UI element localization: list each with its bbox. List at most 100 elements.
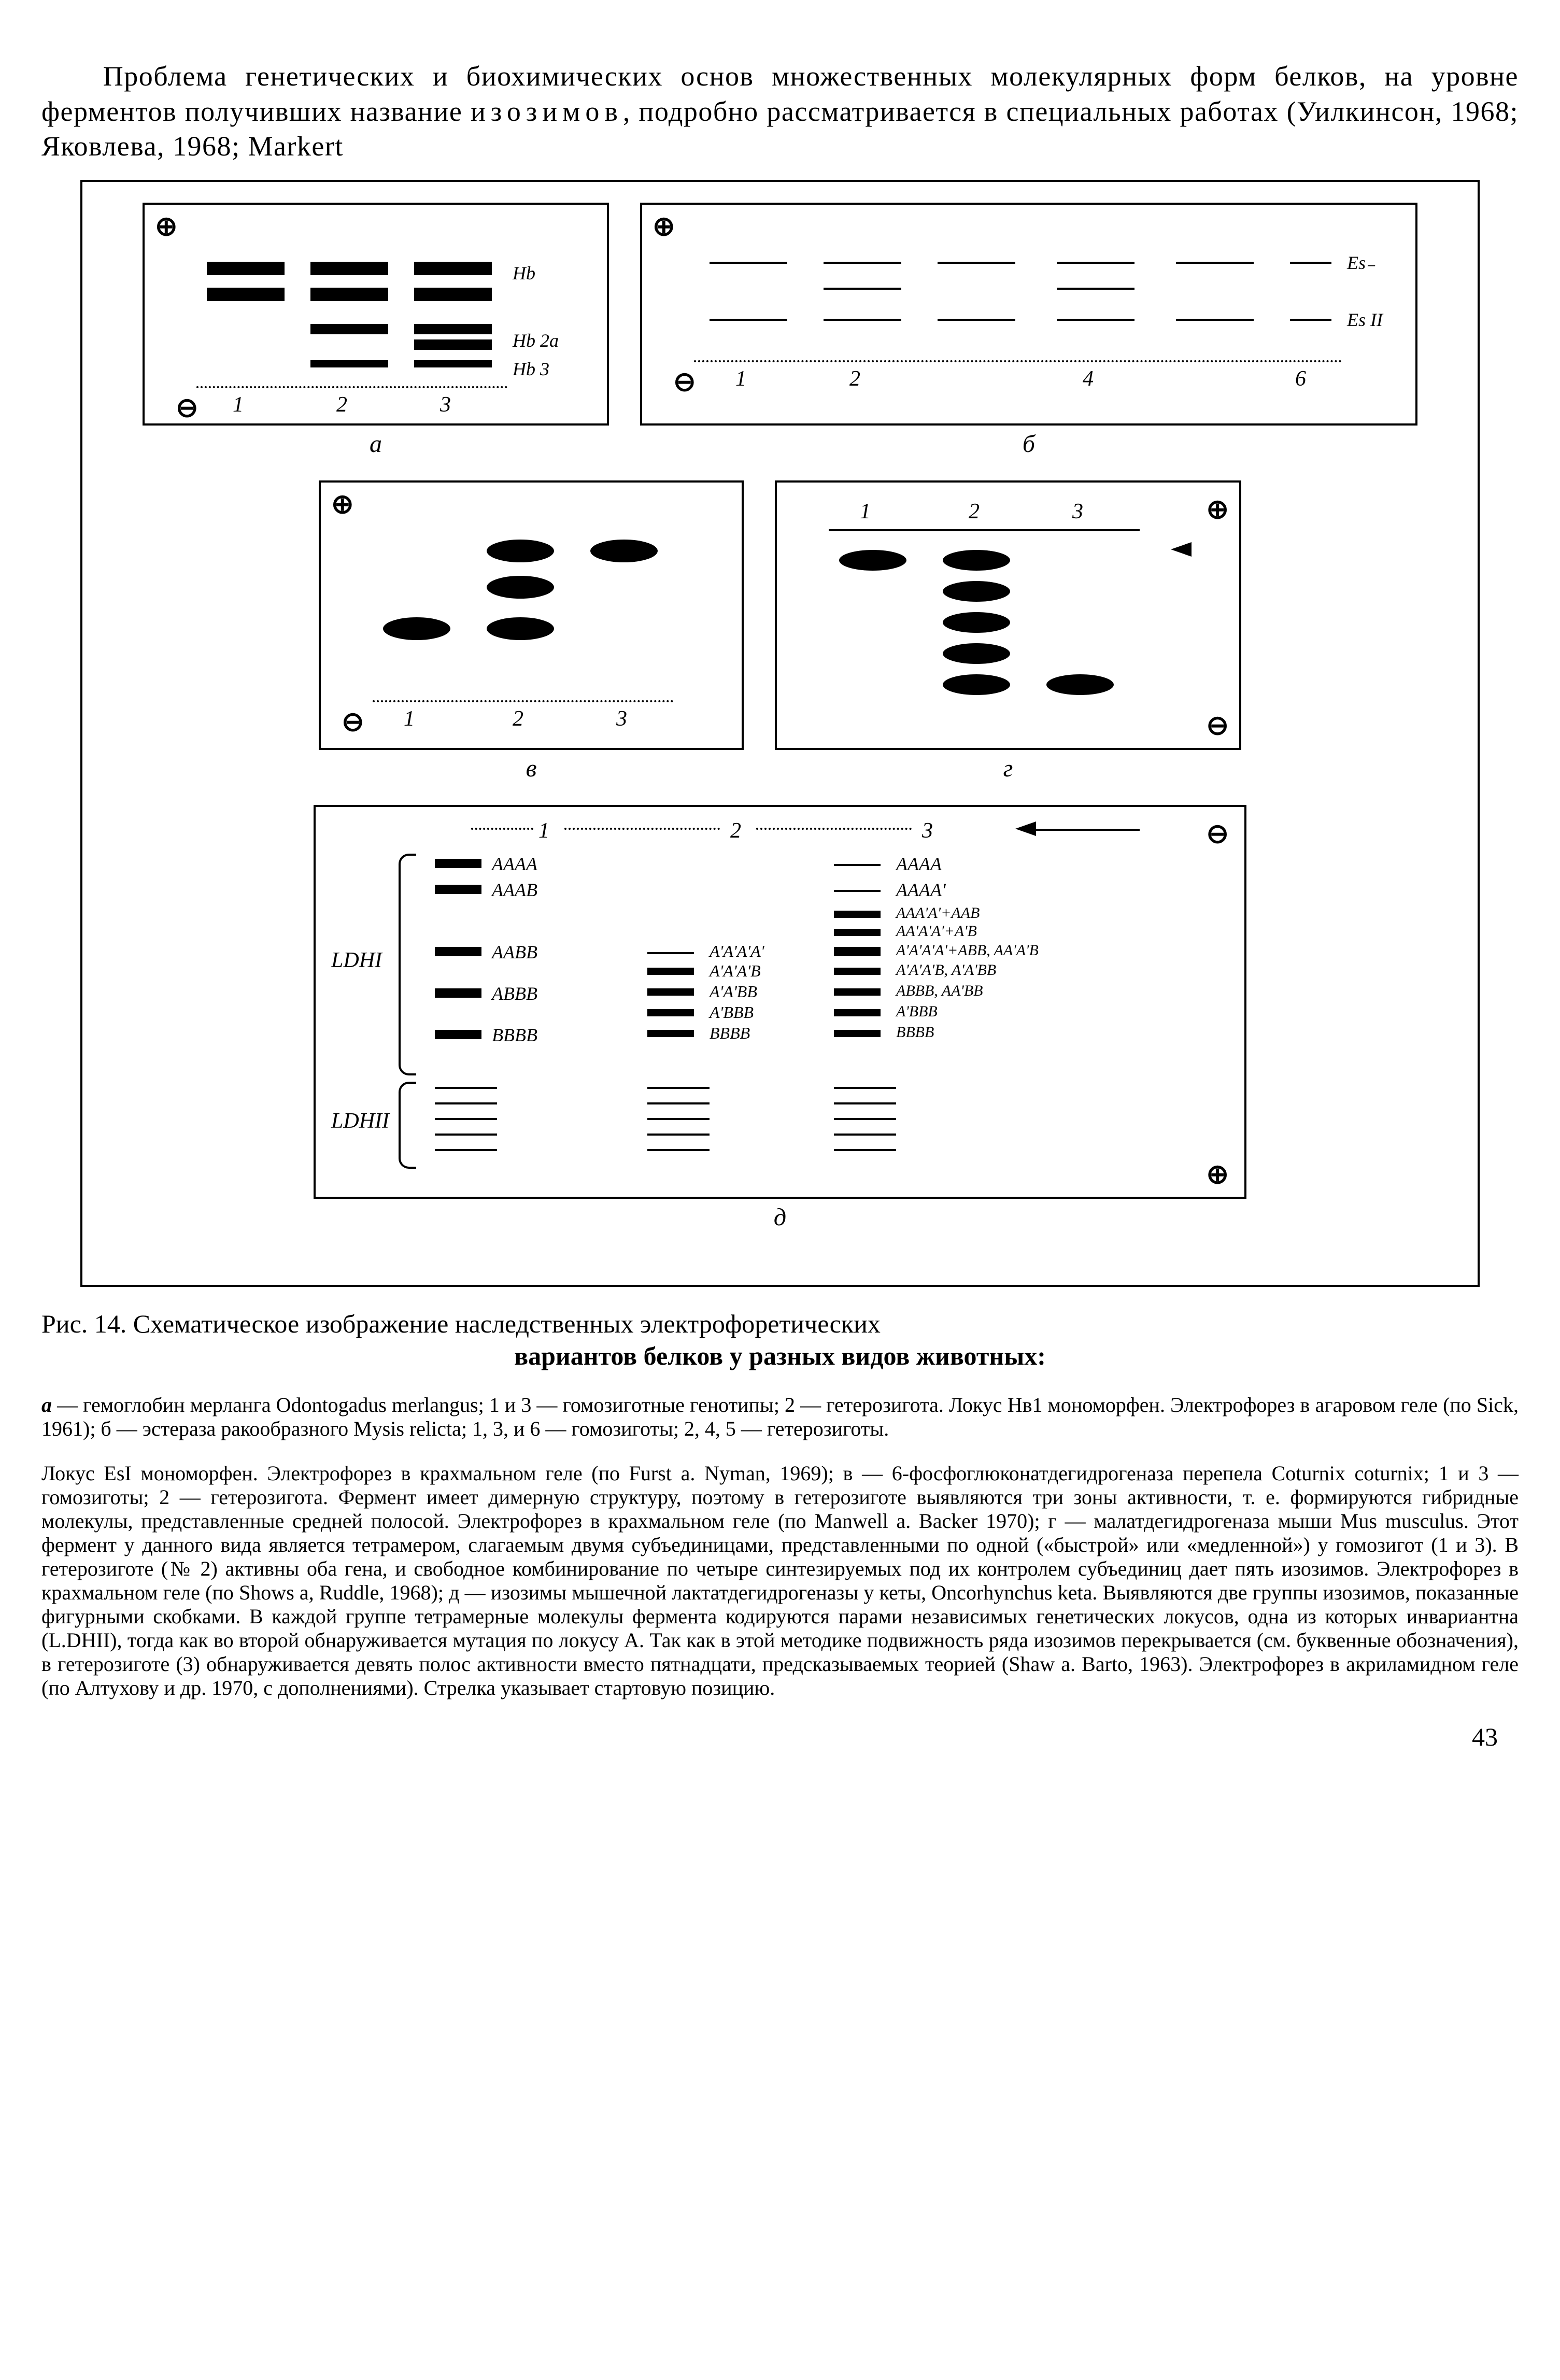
gel-line <box>647 1102 710 1104</box>
dotted-baseline <box>373 700 673 702</box>
panel-a-minus: ⊖ <box>176 391 198 425</box>
gel-oval <box>487 617 554 640</box>
lane-num: 2 <box>336 391 347 419</box>
caption-title-line2: вариантов белков у разных видов животных… <box>41 1340 1519 1372</box>
gel-band <box>834 1030 881 1037</box>
panel-d-plus: ⊕ <box>1206 1158 1229 1192</box>
gel-line <box>834 1149 896 1151</box>
panel-a: ⊕ Hb Hb 2a Hb 3 ⊖ 1 2 3 <box>143 203 609 426</box>
allele-label: A'BBB <box>896 1002 938 1022</box>
allele-label: A'A'A'A' <box>710 941 764 961</box>
gel-line <box>1176 262 1254 264</box>
gel-oval <box>487 540 554 562</box>
allele-label: A'BBB <box>710 1002 754 1023</box>
panel-a-letter: а <box>143 429 609 460</box>
allele-label: AA'A'A'+A'B <box>896 922 977 941</box>
gel-band <box>647 988 694 996</box>
panel-b-letter: б <box>640 429 1417 460</box>
intro-paragraph: Проблема генетических и биохимических ос… <box>41 59 1519 164</box>
gel-band <box>435 885 481 894</box>
panel-b-side-2: Es II <box>1347 308 1383 332</box>
allele-label: ABBB, AA'BB <box>896 981 983 1001</box>
panel-v-plus: ⊕ <box>331 488 354 521</box>
gel-line <box>435 1149 497 1151</box>
panel-a-plus: ⊕ <box>155 210 178 244</box>
lane-num: 3 <box>922 817 933 845</box>
gel-band <box>834 968 881 975</box>
panel-b-side-1: Es₋ <box>1347 251 1375 275</box>
panel-a-side-3: Hb 3 <box>513 358 549 381</box>
caption-para1: а — гемоглобин мерланга Odontogadus merl… <box>41 1393 1519 1441</box>
page-number: 43 <box>41 1721 1519 1753</box>
gel-band <box>414 262 492 275</box>
panel-a-side-1: Hb <box>513 262 535 285</box>
gel-band <box>435 947 481 956</box>
lane-num: 3 <box>616 705 627 733</box>
panel-d-letter: д <box>314 1202 1246 1233</box>
lane-num: 2 <box>513 705 523 733</box>
divider <box>829 529 1140 531</box>
gel-line <box>1057 288 1134 290</box>
gel-line <box>834 1134 896 1136</box>
lane-num: 1 <box>735 365 746 393</box>
brace-ldh1 <box>399 854 416 1075</box>
gel-line <box>1290 262 1331 264</box>
panel-b-minus: ⊖ <box>673 365 696 399</box>
gel-oval <box>383 617 450 640</box>
gel-band <box>207 288 285 301</box>
panel-g-minus: ⊖ <box>1206 709 1229 743</box>
dotted <box>756 828 912 830</box>
gel-band <box>834 929 881 936</box>
gel-line <box>1290 319 1331 321</box>
panel-d: 1 2 3 ⊖ LDHI AAAA AAAA AA <box>314 805 1246 1199</box>
gel-line <box>938 262 1015 264</box>
gel-band <box>834 1009 881 1016</box>
lane-num: 1 <box>233 391 244 419</box>
dotted <box>564 828 720 830</box>
gel-oval <box>839 550 906 571</box>
gel-band <box>310 288 388 301</box>
gel-oval <box>943 674 1010 695</box>
lane-num: 3 <box>1072 498 1083 526</box>
gel-band <box>414 288 492 301</box>
panel-g-plus: ⊕ <box>1206 493 1229 527</box>
panel-g: 1 2 3 ⊕ ⊖ <box>775 480 1241 750</box>
panel-g-letter: г <box>775 753 1241 784</box>
gel-line <box>647 1118 710 1120</box>
gel-line <box>1057 319 1134 321</box>
caption-title-line1: Рис. 14. Схематическое изображение насле… <box>41 1309 881 1338</box>
panel-b: ⊕ Es₋ Es II ⊖ 1 <box>640 203 1417 426</box>
gel-band <box>435 859 481 868</box>
allele-label: BBBB <box>492 1024 537 1047</box>
gel-oval <box>943 643 1010 664</box>
allele-label: AAAA <box>896 853 942 876</box>
gel-band <box>647 968 694 975</box>
figure-frame: ⊕ Hb Hb 2a Hb 3 ⊖ 1 2 3 <box>80 180 1480 1287</box>
gel-oval <box>943 581 1010 602</box>
caption-para2: Локус EsI мономорфен. Электрофорез в кра… <box>41 1462 1519 1700</box>
gel-oval <box>943 612 1010 633</box>
allele-label: AAAB <box>492 879 537 902</box>
lane-num: 2 <box>730 817 741 845</box>
dotted <box>471 828 533 830</box>
gel-line <box>834 864 881 866</box>
allele-label: AAAA' <box>896 879 946 902</box>
dotted-baseline <box>196 386 507 388</box>
lane-num: 1 <box>860 498 871 526</box>
allele-label: AAAA <box>492 853 537 876</box>
gel-line <box>824 288 901 290</box>
ldh1-label: LDHI <box>331 947 382 974</box>
gel-line <box>824 319 901 321</box>
gel-line <box>834 890 881 892</box>
gel-oval <box>1046 674 1114 695</box>
ldh2-label: LDHII <box>331 1108 389 1135</box>
gel-band <box>310 324 388 334</box>
allele-label: A'A'A'B, A'A'BB <box>896 960 996 980</box>
panel-v-minus: ⊖ <box>342 705 364 739</box>
gel-oval <box>487 576 554 599</box>
gel-band <box>414 339 492 350</box>
panel-v-letter: в <box>319 753 744 784</box>
panel-g-wrap: 1 2 3 ⊕ ⊖ г <box>775 480 1241 784</box>
gel-band <box>834 911 881 918</box>
panel-d-wrap: 1 2 3 ⊖ LDHI AAAA AAAA AA <box>314 805 1246 1233</box>
